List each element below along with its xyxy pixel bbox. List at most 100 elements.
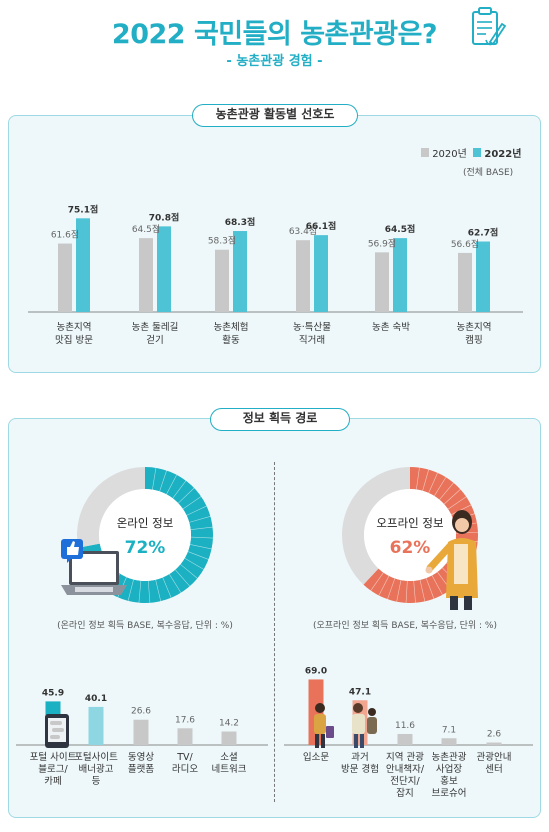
donut-stripe xyxy=(178,487,195,504)
donut-stripe xyxy=(187,551,209,560)
bar-2020 xyxy=(375,252,389,312)
donut-title: 오프라인 정보 xyxy=(376,516,443,530)
bar-2020 xyxy=(139,238,153,312)
donut-stripe xyxy=(138,580,142,603)
donut-stripe xyxy=(431,575,443,595)
donut-stripe xyxy=(175,569,190,587)
donut-stripe xyxy=(419,579,426,602)
bar xyxy=(177,728,193,745)
legend-label-2022: 2022년 xyxy=(484,149,522,160)
data-label: 2.6 xyxy=(487,730,502,740)
donut-stripe xyxy=(422,469,429,491)
online-base-note: (온라인 정보 획득 BASE, 복수응답, 단위 : %) xyxy=(57,621,233,631)
donut-stripe xyxy=(172,480,187,499)
donut-stripe xyxy=(405,580,408,603)
bar xyxy=(441,738,457,745)
category-label: 입소문 xyxy=(303,751,329,763)
bar-2022 xyxy=(233,231,247,312)
data-label-2020: 64.5점 xyxy=(132,223,160,235)
data-label-2020: 61.6점 xyxy=(51,229,79,241)
woman-illustration xyxy=(425,510,478,610)
donut-stripe xyxy=(434,477,447,497)
donut-stripe xyxy=(387,578,396,600)
category-label: 포털사이트 배너광고 등 xyxy=(74,751,118,787)
data-label-2020: 56.9점 xyxy=(368,237,396,249)
category-label: 지역 관광 안내책자/전단지/잡지 xyxy=(386,751,425,799)
category-label: 농촌체험 활동 xyxy=(214,322,249,346)
donut-stripe xyxy=(428,472,438,494)
donut-stripe xyxy=(439,482,454,500)
activity-section-pill: 농촌관광 활동별 선호도 xyxy=(192,104,358,127)
category-label: TV/라디오 xyxy=(172,752,198,775)
section-divider xyxy=(274,462,275,802)
bar-2020 xyxy=(296,240,310,312)
phone-chat-icon xyxy=(45,714,69,748)
donut-title: 온라인 정보 xyxy=(117,516,174,530)
bar-2022 xyxy=(314,235,328,312)
data-label: 45.9 xyxy=(42,688,64,698)
donut-stripe xyxy=(451,504,472,515)
info-section-pill: 정보 획득 경로 xyxy=(210,408,350,431)
donut-stripe xyxy=(182,496,202,510)
donut-stripe xyxy=(447,496,467,510)
donut-stripe xyxy=(148,580,151,603)
base-note: (전체 BASE) xyxy=(463,168,514,178)
donut-stripe xyxy=(152,467,157,490)
bar-2022 xyxy=(76,218,90,312)
category-label: 포털 사이트 블로그/카페 xyxy=(30,751,77,787)
donut-stripe xyxy=(416,467,420,490)
data-label: 17.6 xyxy=(175,715,195,725)
bar xyxy=(133,719,149,745)
donut-stripe xyxy=(184,557,204,570)
donut-stripe xyxy=(186,505,207,516)
donut-stripe xyxy=(378,575,390,596)
data-label-2022: 70.8점 xyxy=(149,211,180,223)
donut-hole xyxy=(364,489,456,581)
data-label-2020: 58.3점 xyxy=(208,235,236,247)
donut-stripe xyxy=(189,544,212,550)
donut-stripe xyxy=(370,572,384,591)
donut-value-label: 62% xyxy=(390,538,431,558)
bar-2020 xyxy=(458,252,472,312)
laptop-illustration xyxy=(61,539,127,595)
bar xyxy=(88,706,104,745)
bar-2020 xyxy=(215,249,229,312)
category-label: 농촌관광 사업장 홍보 브로슈어 xyxy=(432,751,467,799)
donut-stripe xyxy=(190,526,213,530)
category-label: 과거 방문 경험 xyxy=(341,752,379,775)
data-label-2022: 64.5점 xyxy=(385,223,416,235)
activity-panel xyxy=(8,115,541,373)
page-subtitle: - 농촌관광 경험 - xyxy=(226,54,323,69)
bar-2022 xyxy=(157,226,171,312)
data-label-2020: 56.6점 xyxy=(451,238,479,250)
data-label: 69.0 xyxy=(305,666,327,676)
category-label: 농·특산물 직거래 xyxy=(293,322,331,346)
data-label: 47.1 xyxy=(349,687,371,697)
donut-slice-rest xyxy=(77,467,145,548)
donut-stripe xyxy=(155,579,162,602)
online-bar-chart: 45.9 포털 사이트 블로그/카페 40.1 포털사이트 배너광고 등 26.6 동영상 플랫폼… xyxy=(16,688,268,787)
bar-2022 xyxy=(393,238,407,312)
category-label: 농촌지역 캠핑 xyxy=(457,322,492,346)
bar-2022 xyxy=(476,241,490,312)
data-label: 11.6 xyxy=(395,721,415,731)
donut-stripe xyxy=(159,470,167,492)
donut-stripe xyxy=(166,474,177,495)
data-label: 7.1 xyxy=(442,725,456,735)
donut-stripe xyxy=(413,580,416,603)
page-title: 2022 국민들의 농촌관광은? xyxy=(111,19,438,50)
data-label: 40.1 xyxy=(85,694,107,704)
legend-swatch-2020 xyxy=(421,148,429,157)
donut-stripe xyxy=(127,579,134,601)
donut-stripe xyxy=(180,564,198,579)
legend-label-2020: 2020년 xyxy=(432,149,467,160)
data-label-2022: 75.1점 xyxy=(68,203,99,215)
category-label: 관광안내 센터 xyxy=(477,751,512,775)
donut-stripe xyxy=(190,536,213,539)
data-label-2022: 66.1점 xyxy=(306,220,337,232)
category-label: 농촌지역 맛집 방문 xyxy=(55,322,93,346)
bar xyxy=(397,733,413,745)
donut-stripe xyxy=(189,516,211,523)
people-illustration xyxy=(314,703,377,748)
